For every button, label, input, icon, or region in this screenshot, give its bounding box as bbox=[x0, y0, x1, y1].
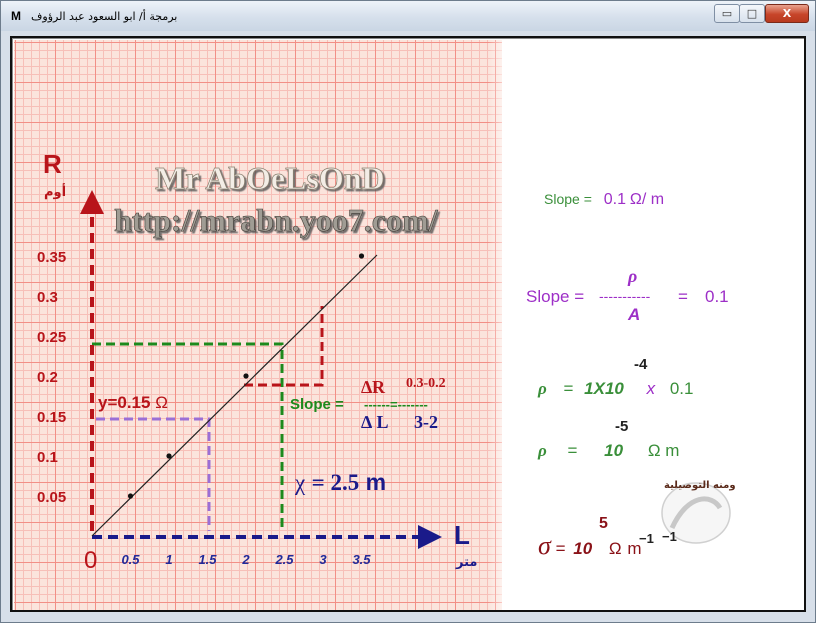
slope-result-unit: Ω/ m bbox=[630, 191, 664, 208]
axes bbox=[80, 190, 442, 549]
neg1-a: −1 bbox=[639, 531, 654, 546]
x-axis-unit: متر bbox=[455, 555, 477, 570]
y-axis-arrow bbox=[80, 190, 104, 214]
chi-unit: m bbox=[366, 469, 386, 495]
x-axis-letter: L bbox=[454, 520, 470, 550]
exp-neg4: -4 bbox=[634, 356, 648, 373]
rho-symbol-2: ρ bbox=[537, 441, 547, 460]
red-slope-triangle bbox=[244, 306, 324, 387]
close-button[interactable]: X bbox=[765, 4, 809, 23]
rho-times: x bbox=[646, 379, 656, 398]
purple-guide-015 bbox=[96, 417, 211, 531]
app-icon: M bbox=[11, 9, 21, 23]
logo-text: ومنه التوصيلية bbox=[664, 480, 736, 491]
slide-canvas: Mr AbOeLsOnD http://mrabn.yoo7.com/ R أو… bbox=[37, 149, 736, 574]
slope-result-value: 0.1 bbox=[604, 191, 626, 208]
slope-result: Slope = 0.1 Ω/ m bbox=[544, 191, 664, 208]
intercept-label: χ = 2.5 m bbox=[294, 469, 386, 495]
data-point-2 bbox=[166, 453, 172, 459]
x-tick-label-4: 2 bbox=[241, 552, 250, 567]
sigma-ohm: Ω bbox=[609, 539, 622, 558]
rho-line-2: ρ = 10 Ω m bbox=[537, 441, 679, 460]
chi-value: = 2.5 bbox=[312, 470, 360, 495]
x-tick-label-7: 3.5 bbox=[352, 552, 371, 567]
graph-slope-label: Slope = bbox=[290, 396, 344, 413]
x-tick-label-5: 2.5 bbox=[274, 552, 294, 567]
y-tick-label-2: 0.3 bbox=[37, 289, 58, 306]
fraction-dashes: ------=------- bbox=[364, 397, 428, 412]
ten: 10 bbox=[604, 441, 623, 460]
x-tick-label-3: 1.5 bbox=[198, 552, 217, 567]
delta-r: ∆R bbox=[361, 377, 386, 397]
data-point-1 bbox=[127, 493, 134, 499]
sigma-m: m bbox=[627, 539, 641, 558]
maximize-button[interactable]: □ bbox=[739, 4, 765, 23]
title-bar[interactable]: M برمجة أ/ ابو السعود عبد الرؤوف ▭ □ X bbox=[1, 1, 815, 31]
den-values: 3-2 bbox=[414, 412, 438, 432]
ohm-symbol: Ω bbox=[155, 393, 168, 412]
rho-times-value: 0.1 bbox=[670, 379, 694, 398]
chi-symbol: χ bbox=[294, 470, 306, 495]
y-tick-label-1: 0.35 bbox=[37, 249, 66, 266]
neg1-b: −1 bbox=[662, 529, 677, 544]
y-tick-labels: 0.35 0.3 0.25 0.2 0.15 0.1 0.05 bbox=[37, 249, 66, 506]
window-title: برمجة أ/ ابو السعود عبد الرؤوف bbox=[31, 10, 178, 23]
x-tick-label-2: 1 bbox=[165, 552, 172, 567]
rho-mult: 1X10 bbox=[584, 379, 624, 398]
x-tick-label-1: 0.5 bbox=[121, 552, 140, 567]
y-axis-letter: R bbox=[43, 149, 62, 179]
num-values: 0.3-0.2 bbox=[406, 376, 446, 391]
rho-line-1: ρ = 1X10 x 0.1 bbox=[537, 379, 693, 398]
watermark-url: http://mrabn.yoo7.com/ bbox=[114, 202, 439, 238]
y-axis-unit: أوم bbox=[44, 183, 66, 200]
data-point-3 bbox=[243, 373, 249, 379]
data-points bbox=[127, 253, 365, 499]
slide-area: Mr AbOeLsOnD http://mrabn.yoo7.com/ R أو… bbox=[10, 36, 806, 612]
green-guide-025 bbox=[92, 342, 284, 531]
rho-numerator: ρ bbox=[627, 266, 637, 286]
sigma-exp: 5 bbox=[599, 515, 608, 532]
logo-stamp: ومنه التوصيلية bbox=[661, 480, 736, 544]
watermark-name: Mr AbOeLsOnD bbox=[155, 160, 385, 196]
y-tick-label-6: 0.1 bbox=[37, 449, 58, 466]
close-icon: X bbox=[782, 7, 792, 20]
rho-symbol: ρ bbox=[537, 379, 547, 398]
sigma-ten: 10 bbox=[573, 539, 592, 558]
origin-label: 0 bbox=[84, 547, 97, 574]
rho-eq-2: = bbox=[568, 441, 578, 460]
sigma-symbol: σ bbox=[538, 531, 552, 560]
y-at-value: y=0.15 bbox=[98, 393, 150, 412]
delta-l: ∆ L bbox=[361, 412, 389, 432]
sigma-eq: = bbox=[556, 539, 566, 558]
y-tick-label-3: 0.25 bbox=[37, 329, 66, 346]
rho-eq: = bbox=[564, 379, 574, 398]
best-fit-line bbox=[91, 254, 378, 537]
maximize-icon: □ bbox=[746, 7, 758, 20]
minimize-button[interactable]: ▭ bbox=[714, 4, 740, 23]
y-tick-label-4: 0.2 bbox=[37, 369, 58, 386]
area-denominator: A bbox=[627, 305, 640, 324]
x-tick-label-6: 3 bbox=[319, 552, 327, 567]
slope-formula-label: Slope = bbox=[526, 287, 584, 306]
guide-lines bbox=[92, 306, 324, 531]
data-point-4 bbox=[358, 253, 365, 259]
y-tick-label-7: 0.05 bbox=[37, 489, 66, 506]
x-tick-labels: 0.5 1 1.5 2 2.5 3 3.5 bbox=[121, 552, 371, 567]
graph-paper bbox=[14, 40, 516, 610]
sigma-line: σ = 10 Ω m bbox=[538, 531, 642, 560]
slope-formula-line: ----------- bbox=[599, 288, 651, 304]
slope-result-label: Slope = bbox=[544, 191, 592, 207]
y-at-label: y=0.15 Ω bbox=[98, 393, 168, 412]
minimize-icon: ▭ bbox=[721, 7, 733, 20]
y-tick-label-5: 0.15 bbox=[37, 409, 66, 426]
exp-neg5: -5 bbox=[615, 418, 628, 435]
ohm-m: Ω m bbox=[648, 441, 680, 460]
x-axis-arrow bbox=[418, 525, 442, 549]
slope-formula-eq: = bbox=[678, 287, 688, 306]
slope-formula-value: 0.1 bbox=[705, 287, 729, 306]
